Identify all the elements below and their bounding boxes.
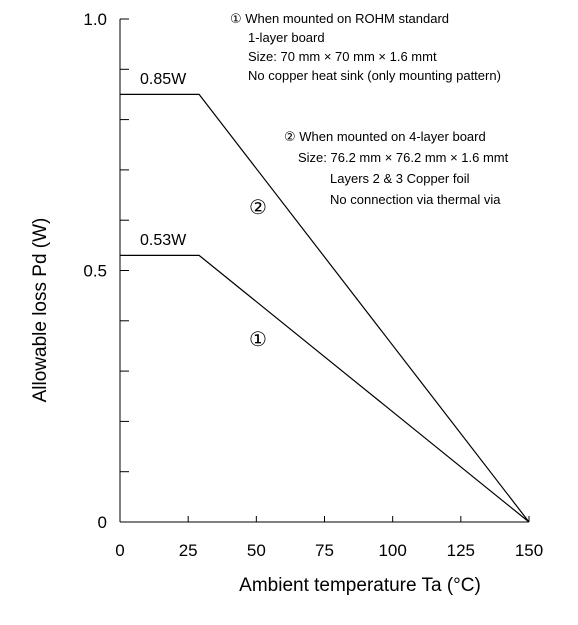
annotation-2-line-1: ② When mounted on 4-layer board: [284, 129, 486, 144]
annotation-2-line-2: Size: 76.2 mm × 76.2 mm × 1.6 mmt: [298, 150, 509, 165]
annotation-2-line-4: No connection via thermal via: [330, 192, 501, 207]
annotation-1-line-4: No copper heat sink (only mounting patte…: [248, 68, 501, 83]
annotation-1-line-2: 1-layer board: [248, 30, 325, 45]
series-line-2: [120, 254, 530, 523]
x-tick-label: 125: [447, 541, 475, 560]
annotation-1: ① When mounted on ROHM standard 1-layer …: [230, 11, 501, 83]
series-1-marker-label: ①: [249, 329, 267, 351]
ticks: 0 25 50 75 100 125 150 0 0.5 1.0: [83, 10, 543, 560]
y-tick-label: 1.0: [83, 10, 107, 29]
series-line-1: [120, 93, 530, 523]
x-tick-label: 50: [247, 541, 266, 560]
series-lines: [120, 93, 530, 523]
x-tick-label: 25: [179, 541, 198, 560]
series-2-marker-label: ②: [249, 197, 267, 219]
annotation-1-line-1: ① When mounted on ROHM standard: [230, 11, 449, 26]
series-1-value-label: 0.53W: [140, 232, 187, 249]
annotation-2-line-3: Layers 2 & 3 Copper foil: [330, 171, 470, 186]
x-axis-title: Ambient temperature Ta (°C): [239, 575, 481, 596]
x-tick-label: 150: [515, 541, 543, 560]
y-tick-label: 0.5: [83, 262, 107, 281]
annotation-1-line-3: Size: 70 mm × 70 mm × 1.6 mmt: [248, 49, 437, 64]
x-tick-label: 0: [115, 541, 124, 560]
y-tick-label: 0: [98, 513, 107, 532]
series-2-value-label: 0.85W: [140, 71, 187, 88]
x-tick-label: 100: [378, 541, 406, 560]
y-axis-title: Allowable loss Pd (W): [30, 218, 51, 403]
x-tick-label: 75: [315, 541, 334, 560]
annotation-2: ② When mounted on 4-layer board Size: 76…: [284, 129, 509, 207]
